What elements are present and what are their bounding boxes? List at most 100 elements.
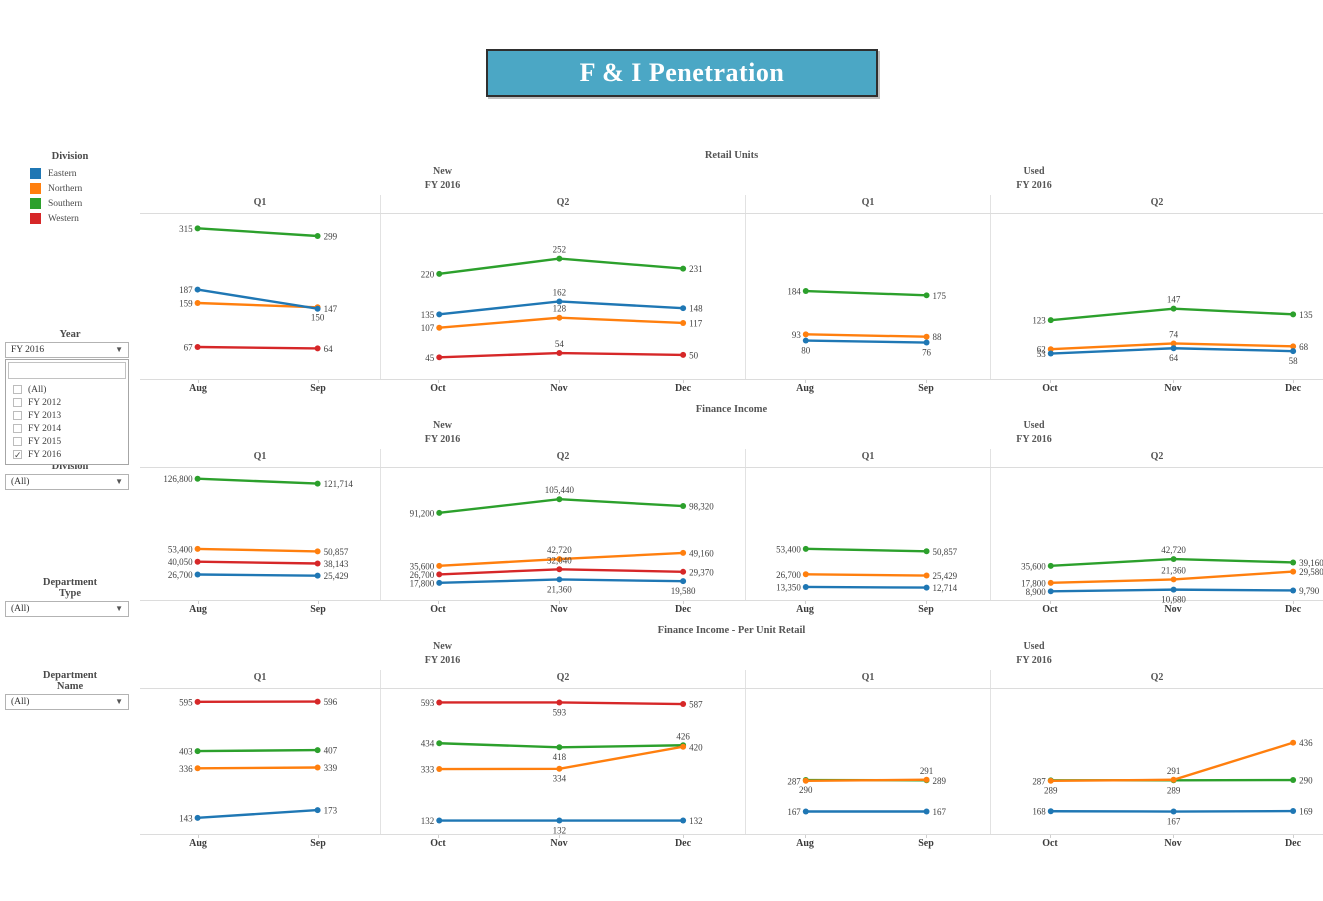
svg-text:50,857: 50,857	[324, 547, 349, 557]
month-axis-used-q1: Aug Sep	[745, 835, 990, 852]
fiscal-year-label: FY 2016	[424, 180, 461, 191]
svg-text:159: 159	[179, 298, 193, 308]
unchecked-checkbox-icon[interactable]	[13, 385, 22, 394]
line-chart-retail-units-new-q2[interactable]: 220 252 231 135 162 148 107 128 117 45 54 50	[380, 214, 745, 379]
checked-checkbox-icon[interactable]: ✓	[13, 450, 22, 460]
axis-tick	[438, 835, 439, 838]
axis-month-label: Sep	[918, 604, 934, 615]
filter-option-label: (All)	[28, 384, 47, 395]
year-filter-option-fy-2012[interactable]: FY 2012	[6, 396, 128, 409]
svg-text:42,720: 42,720	[1161, 545, 1186, 555]
svg-text:80: 80	[801, 346, 810, 356]
line-chart-finance-income-per-unit-retail-used-q2[interactable]: 289 289 290 287 291 436 168 167 169	[990, 689, 1323, 834]
axis-tick	[926, 835, 927, 838]
svg-text:150: 150	[311, 312, 325, 322]
group-header-new: New FY 2016	[140, 417, 745, 449]
line-chart-retail-units-used-q2[interactable]: 123 147 135 62 74 68 53 64 58	[990, 214, 1323, 379]
department-type-select-value: (All)	[11, 604, 30, 614]
axis-tick	[318, 380, 319, 383]
legend-item-northern[interactable]: Northern	[30, 181, 82, 196]
group-header-new: New FY 2016	[140, 638, 745, 670]
month-axis-used-q2: Oct Nov Dec	[990, 601, 1323, 618]
division-select[interactable]: (All) ▼	[5, 474, 129, 490]
quarter-header-new-q2: Q2	[380, 449, 745, 467]
line-chart-finance-income-used-q2[interactable]: 35,600 42,720 39,160 17,800 21,360 29,580 8,90…	[990, 468, 1323, 605]
unchecked-checkbox-icon[interactable]	[13, 437, 22, 446]
section-title: Retail Units	[704, 150, 759, 161]
axis-tick	[1173, 601, 1174, 604]
svg-text:147: 147	[1167, 295, 1181, 305]
svg-text:98,320: 98,320	[689, 502, 714, 512]
unchecked-checkbox-icon[interactable]	[13, 424, 22, 433]
svg-text:291: 291	[1167, 766, 1180, 776]
legend-item-label: Northern	[48, 183, 83, 194]
group-label: Used	[1023, 166, 1045, 177]
unchecked-checkbox-icon[interactable]	[13, 411, 22, 420]
svg-text:25,429: 25,429	[933, 571, 958, 581]
line-chart-retail-units-used-q1[interactable]: 184 175 93 88 80 76	[745, 214, 990, 379]
year-filter-option-fy-2013[interactable]: FY 2013	[6, 409, 128, 422]
axis-month-label: Dec	[1284, 604, 1302, 615]
svg-text:42,720: 42,720	[547, 545, 572, 555]
legend-item-western[interactable]: Western	[30, 211, 82, 226]
department-type-select[interactable]: (All) ▼	[5, 601, 129, 617]
month-axis-new-q2: Oct Nov Dec	[380, 601, 745, 618]
svg-text:339: 339	[324, 763, 338, 773]
svg-text:38,143: 38,143	[324, 559, 349, 569]
svg-text:135: 135	[421, 310, 435, 320]
svg-text:126,800: 126,800	[163, 474, 193, 484]
line-chart-finance-income-per-unit-retail-used-q1[interactable]: 290 289 287 291 167 167	[745, 689, 990, 834]
axis-tick	[1050, 835, 1051, 838]
svg-text:117: 117	[689, 318, 703, 328]
axis-month-label: Oct	[430, 383, 446, 394]
caret-down-icon: ▼	[115, 345, 123, 354]
year-filter-option-fy-2014[interactable]: FY 2014	[6, 422, 128, 435]
svg-text:21,360: 21,360	[547, 584, 572, 594]
legend-item-southern[interactable]: Southern	[30, 196, 82, 211]
department-name-select[interactable]: (All) ▼	[5, 694, 129, 710]
svg-text:50: 50	[689, 350, 698, 360]
quarter-header-new-q1: Q1	[253, 672, 267, 683]
filter-option-label: FY 2015	[28, 436, 62, 447]
svg-text:434: 434	[421, 739, 435, 749]
dashboard-title-banner: F & I Penetration	[486, 49, 878, 97]
svg-text:407: 407	[324, 746, 338, 756]
axis-month-label: Oct	[430, 604, 446, 615]
svg-text:29,370: 29,370	[689, 567, 714, 577]
svg-text:299: 299	[324, 232, 338, 242]
axis-tick	[805, 380, 806, 383]
chart-row: 595 596 403 407 336 339 143 173 593 593 587 434 418 4…	[140, 688, 1323, 835]
legend-item-label: Eastern	[48, 168, 77, 179]
line-chart-finance-income-per-unit-retail-new-q1[interactable]: 595 596 403 407 336 339 143 173	[140, 689, 380, 834]
division-legend-title: Division	[51, 151, 89, 162]
line-chart-finance-income-used-q1[interactable]: 53,400 50,857 26,700 25,429 13,350 12,714	[745, 468, 990, 600]
axis-month-label: Oct	[1042, 838, 1058, 849]
svg-text:50,857: 50,857	[933, 547, 958, 557]
chart-row: 126,800 121,714 53,400 50,857 40,050 38,143 26…	[140, 467, 1323, 605]
svg-text:287: 287	[1032, 776, 1046, 786]
axis-month-label: Nov	[1164, 604, 1182, 615]
axis-month-label: Nov	[550, 604, 568, 615]
year-filter-option-fy-2016[interactable]: ✓ FY 2016	[6, 448, 128, 461]
line-chart-finance-income-new-q1[interactable]: 126,800 121,714 53,400 50,857 40,050 38,143 26…	[140, 468, 380, 600]
year-select[interactable]: FY 2016 ▼	[5, 342, 129, 358]
year-filter-search-input[interactable]	[8, 362, 126, 379]
svg-text:17,800: 17,800	[410, 578, 435, 588]
quarter-header-row: Q1 Q2 Q1 Q2	[140, 195, 1323, 213]
svg-text:252: 252	[553, 245, 566, 255]
line-chart-finance-income-new-q2[interactable]: 91,200 105,440 98,320 35,600 42,720 49,160 26,…	[380, 468, 745, 600]
unchecked-checkbox-icon[interactable]	[13, 398, 22, 407]
quarter-header-used-q2: Q2	[990, 449, 1323, 467]
line-chart-finance-income-per-unit-retail-new-q2[interactable]: 593 593 587 434 418 426 333 334 420 132 132 132	[380, 689, 745, 835]
svg-text:26,700: 26,700	[410, 570, 435, 580]
svg-text:35,600: 35,600	[1021, 561, 1046, 571]
year-filter-option-fy-2015[interactable]: FY 2015	[6, 435, 128, 448]
line-chart-retail-units-new-q1[interactable]: 315 299 159 150 187 147 67 64	[140, 214, 380, 379]
legend-item-eastern[interactable]: Eastern	[30, 166, 82, 181]
axis-tick	[1173, 380, 1174, 383]
division-legend: Eastern Northern Southern Western	[30, 166, 82, 226]
month-axis-used-q1: Aug Sep	[745, 380, 990, 397]
year-filter-title: Year	[59, 329, 81, 340]
svg-text:29,580: 29,580	[1299, 567, 1323, 577]
year-filter-option--all-[interactable]: (All)	[6, 383, 128, 396]
